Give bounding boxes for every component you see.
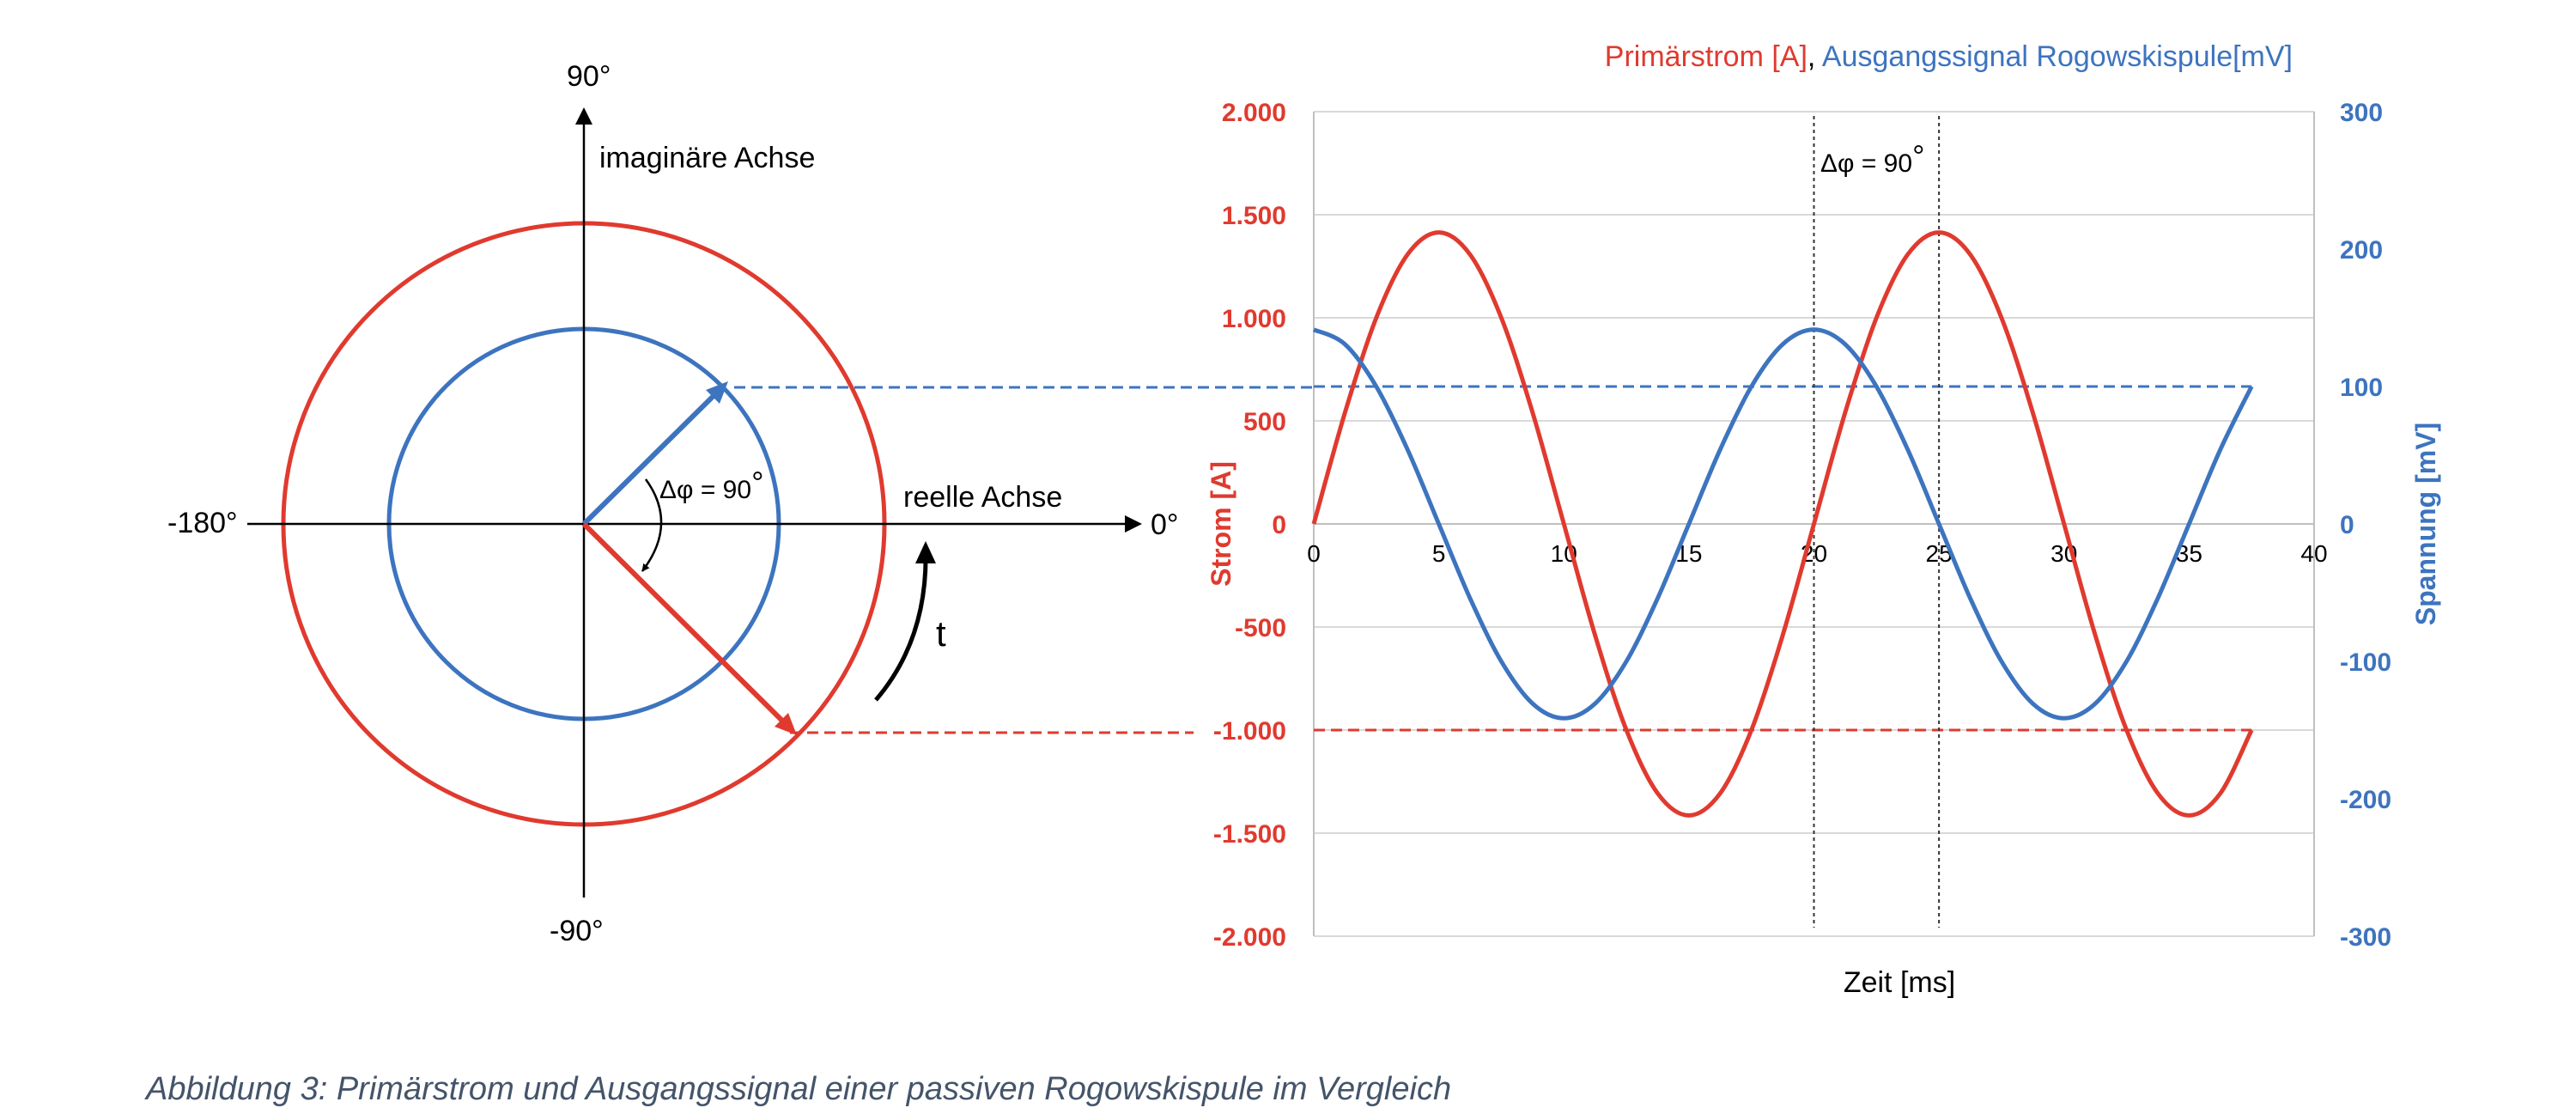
left-y-tick-label: -500 [1235, 614, 1286, 642]
current-phasor [581, 521, 793, 731]
rotation-arrowhead [915, 541, 936, 563]
left-y-tick-label: -2.000 [1213, 923, 1286, 952]
left-y-tick-labels: 2.000 1.500 1.000 500 0 -500 -1.000 -1.500 -2.00… [1213, 99, 1286, 952]
right-y-tick-label: 300 [2340, 99, 2383, 127]
series-line-current [1311, 230, 2254, 818]
right-y-tick-label: -200 [2340, 786, 2391, 814]
time-label: t [936, 613, 946, 654]
vertical-markers [1813, 116, 1941, 928]
real-axis-label: reelle Achse [903, 481, 1062, 514]
series-group [1311, 230, 2254, 818]
left-y-tick-label: 0 [1272, 511, 1286, 539]
right-y-tick-label: 200 [2340, 236, 2383, 265]
series-line-voltage [1312, 327, 2254, 721]
x-tick-label: 5 [1432, 540, 1446, 567]
imaginary-axis-arrowhead [575, 107, 592, 125]
phase-shift-label: Δφ = 90° [659, 465, 763, 504]
left-y-axis-title: Strom [A] [1206, 461, 1236, 587]
rotation-arrow [874, 551, 928, 702]
phase-shift-annotation: Δφ = 90° [1820, 138, 1924, 178]
voltage-phasor [581, 384, 726, 527]
voltage-phasor-arrowhead [706, 381, 728, 404]
left-y-tick-label: 1.500 [1222, 202, 1286, 230]
right-y-tick-label: 100 [2340, 374, 2383, 402]
label-minus-90-deg: -90° [550, 915, 604, 947]
x-tick-label: 40 [2300, 540, 2327, 567]
waveform-chart: Primärstrom [A], Ausgangssignal Rogowski… [1206, 40, 2441, 999]
reference-lines [1314, 385, 2252, 732]
current-phasor-arrowhead [775, 713, 797, 735]
phase-angle-arc [641, 478, 663, 572]
left-y-tick-label: -1.000 [1213, 717, 1286, 746]
figure-caption: Abbildung 3: Primärstrom und Ausgangssig… [144, 1071, 1451, 1107]
chart-title: Primärstrom [A], Ausgangssignal Rogowski… [1605, 40, 2293, 73]
left-y-tick-label: 1.000 [1222, 305, 1286, 333]
left-y-tick-label: 2.000 [1222, 99, 1286, 127]
imaginary-axis-label: imaginäre Achse [599, 142, 815, 174]
label-0-deg: 0° [1151, 508, 1179, 541]
left-y-tick-label: -1.500 [1213, 820, 1286, 849]
x-axis-title: Zeit [ms] [1844, 966, 1955, 999]
phasor-diagram: 90° -90° -180° 0° imaginäre Achse reelle… [167, 60, 1179, 947]
right-y-tick-labels: 300 200 100 0 -100 -200 -300 [2340, 99, 2391, 952]
label-90-deg: 90° [567, 60, 611, 93]
right-y-axis-title: Spannung [mV] [2410, 423, 2441, 625]
right-y-tick-label: -300 [2340, 923, 2391, 952]
right-y-tick-label: 0 [2340, 511, 2354, 539]
left-y-tick-label: 500 [1243, 408, 1286, 436]
label-minus-180-deg: -180° [167, 507, 238, 539]
real-axis-arrowhead [1125, 515, 1142, 533]
x-tick-label: 0 [1307, 540, 1321, 567]
right-y-tick-label: -100 [2340, 648, 2391, 677]
